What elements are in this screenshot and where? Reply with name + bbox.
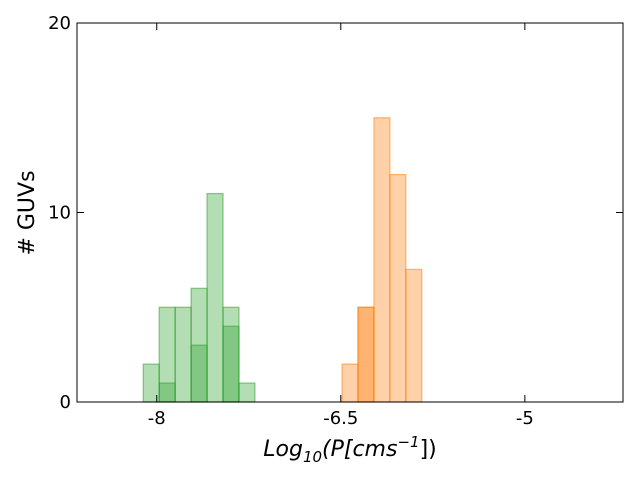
histogram-bar-s1-2 — [373, 117, 391, 403]
histogram-bar-overlay-s0-1 — [190, 344, 208, 403]
x-tick-label: -6.5 — [323, 408, 358, 429]
x-axis-label-body: (P[cms — [322, 437, 397, 462]
histogram-bar-overlay-s0-2 — [222, 325, 240, 403]
x-tick-label: -5 — [516, 408, 534, 429]
x-axis-label-main: Log — [263, 437, 303, 462]
histogram-bar-overlay-s0-0 — [158, 382, 176, 403]
histogram-bar-s0-4 — [206, 192, 224, 403]
y-tick-label: 20 — [48, 13, 71, 34]
y-tick-label: 10 — [48, 203, 71, 224]
histogram-bar-s1-4 — [405, 268, 423, 403]
x-tick-label: -8 — [148, 408, 166, 429]
histogram-bar-s0-2 — [174, 306, 192, 403]
histogram-bar-s1-0 — [341, 363, 359, 403]
histogram-bar-s1-3 — [389, 174, 407, 403]
ticks-group: -8 -6.5 -5 0 10 20 — [48, 13, 623, 429]
bars-group — [142, 117, 423, 403]
x-axis-label-superscript: −1 — [397, 433, 419, 451]
x-axis-label-end: ]) — [420, 437, 437, 462]
y-axis-label: # GUVs — [15, 170, 40, 255]
x-axis-label-subscript: 10 — [303, 448, 322, 466]
y-tick-label: 0 — [60, 392, 71, 413]
x-axis-label: Log10(P[cms−1]) — [263, 433, 437, 466]
histogram-bar-overlay-s0-3 — [238, 382, 256, 403]
histogram-bar-overlay-s1-0 — [357, 306, 375, 403]
